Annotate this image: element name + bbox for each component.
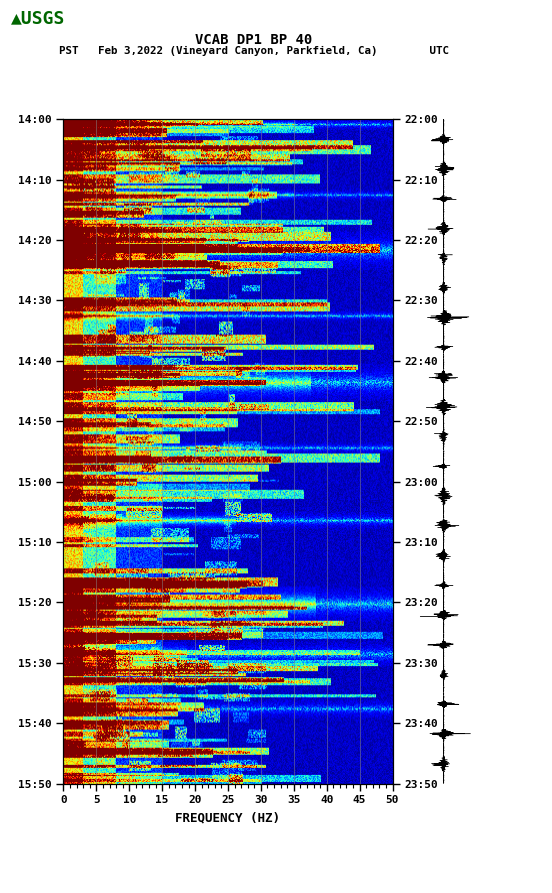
- Text: PST   Feb 3,2022 (Vineyard Canyon, Parkfield, Ca)        UTC: PST Feb 3,2022 (Vineyard Canyon, Parkfie…: [59, 46, 449, 56]
- Text: VCAB DP1 BP 40: VCAB DP1 BP 40: [195, 33, 312, 47]
- Text: ▲USGS: ▲USGS: [11, 9, 66, 27]
- X-axis label: FREQUENCY (HZ): FREQUENCY (HZ): [176, 811, 280, 824]
